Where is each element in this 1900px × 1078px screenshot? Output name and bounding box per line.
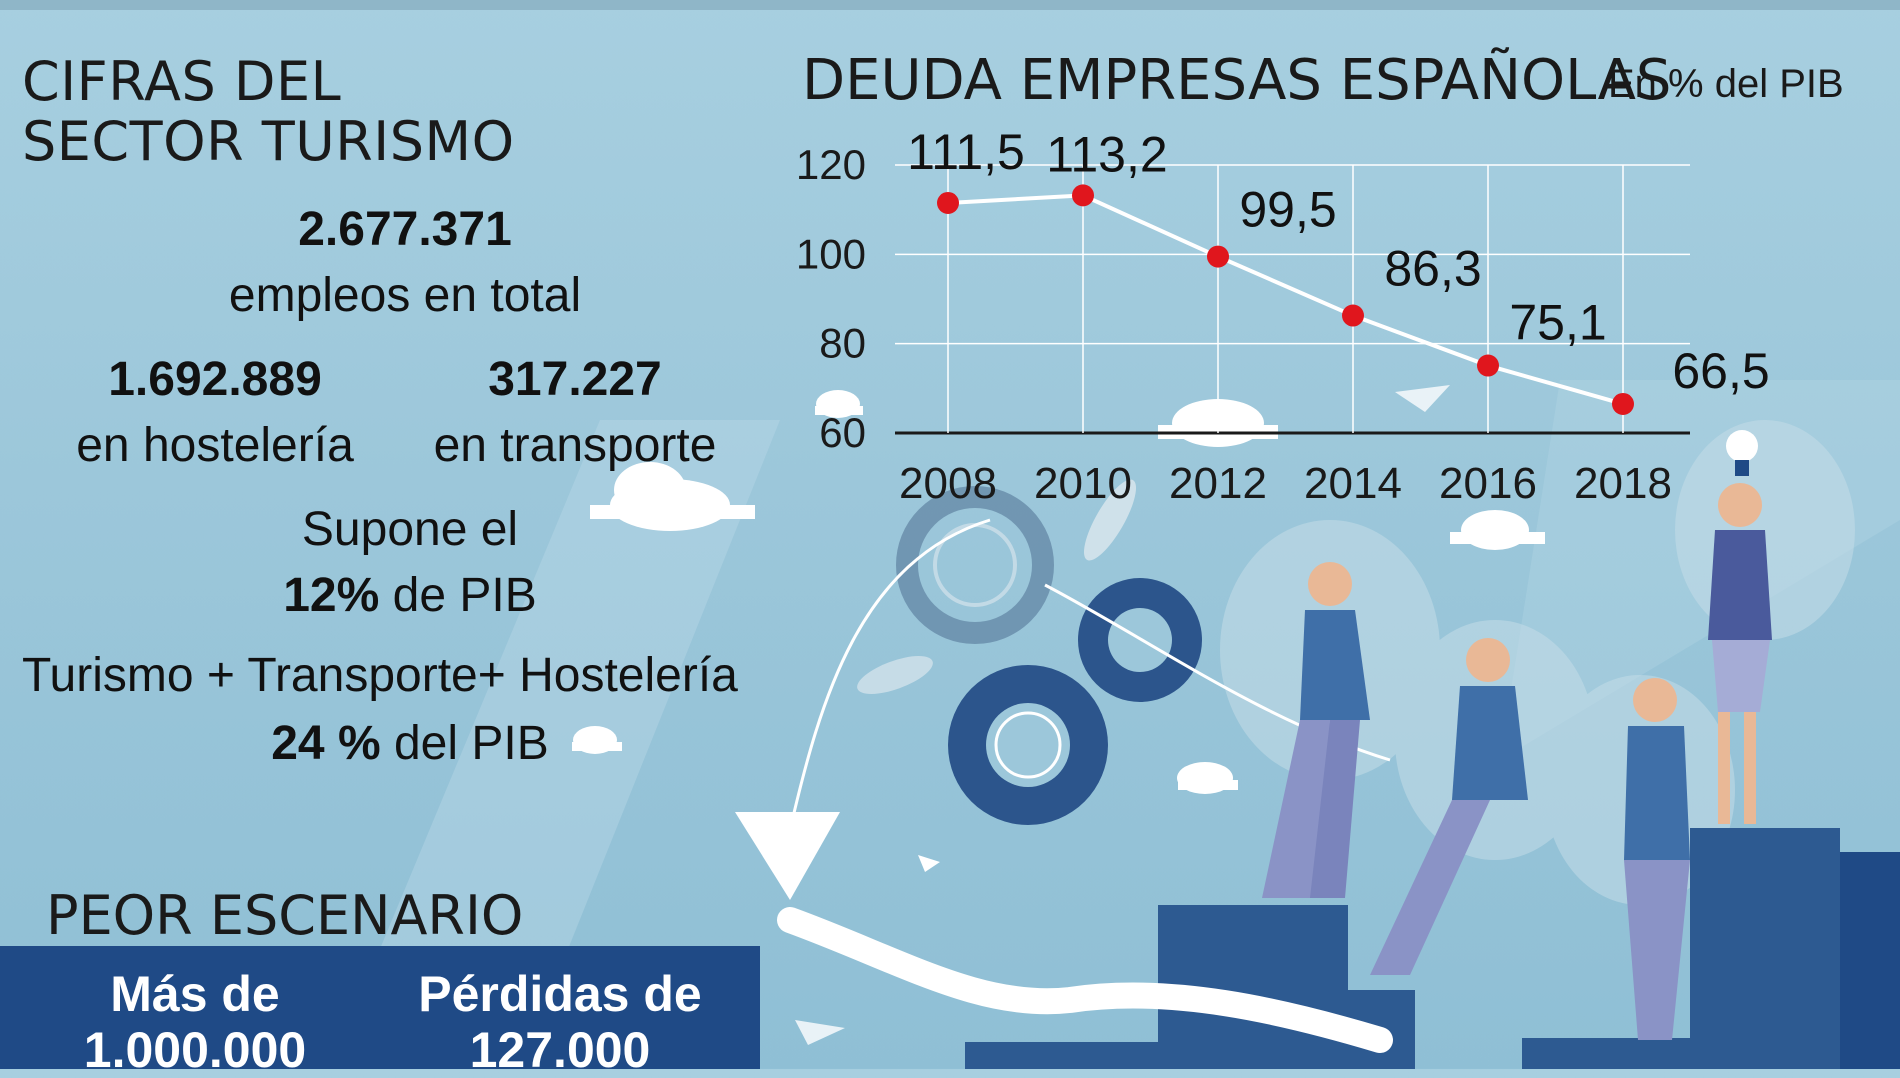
x-tick-label: 2016 (1439, 459, 1537, 508)
transporte-label: en transporte (433, 419, 717, 472)
x-tick-label: 2018 (1574, 459, 1672, 508)
data-label: 75,1 (1509, 295, 1606, 351)
data-point (1477, 354, 1499, 377)
data-point (1207, 245, 1229, 268)
light-bulb-icon (1726, 430, 1758, 476)
y-tick-label: 60 (819, 409, 866, 456)
data-point (1342, 304, 1364, 327)
sum-line2: 24 % del PIB (180, 716, 640, 771)
transporte-value: 317.227 (488, 353, 662, 406)
sum-suffix: del PIB (393, 717, 549, 770)
heading-line1: CIFRAS DEL (22, 50, 342, 113)
x-tick-label: 2010 (1034, 459, 1132, 508)
cloud-icon (572, 390, 1545, 794)
person-figure (1262, 562, 1370, 898)
y-tick-label: 80 (819, 320, 866, 367)
y-tick-label: 100 (796, 230, 866, 277)
data-label: 113,2 (1046, 126, 1167, 182)
person-figure (1370, 638, 1528, 975)
pib-percent: 12% (283, 569, 380, 622)
pib-suffix: de PIB (392, 569, 537, 622)
sum-percent: 24 % (271, 717, 381, 770)
data-label: 111,5 (907, 124, 1025, 180)
x-tick-label: 2012 (1169, 459, 1267, 508)
person-figure (1708, 483, 1772, 824)
hosteleria-value: 1.692.889 (108, 353, 322, 406)
x-tick-label: 2014 (1304, 459, 1402, 508)
worst-case-col2-line1: Pérdidas de (418, 966, 702, 1022)
hosteleria-label: en hostelería (76, 419, 354, 472)
data-label: 86,3 (1384, 241, 1481, 297)
worst-case-bar: Más de 1.000.000 Pérdidas de 127.000 (0, 946, 760, 1078)
pib-line1: Supone el (301, 503, 519, 556)
total-label: empleos en total (228, 269, 582, 322)
data-point (1612, 392, 1634, 415)
worst-case-heading: PEOR ESCENARIO (46, 884, 524, 947)
worst-case-col2: Pérdidas de 127.000 (400, 966, 720, 1078)
heading-line2: SECTOR TURISMO (22, 110, 515, 173)
data-label: 99,5 (1239, 182, 1336, 238)
x-tick-label: 2008 (899, 459, 997, 508)
chart-subtitle: En % del PIB (1608, 62, 1844, 106)
paper-plane-icon (1395, 385, 1450, 412)
series-line (947, 193, 1624, 406)
data-point (937, 191, 959, 214)
total-value: 2.677.371 (298, 203, 512, 256)
person-figure (1624, 678, 1690, 1040)
sum-line: Turismo + Transporte+ Hostelería (22, 649, 738, 702)
top-strip (0, 0, 1900, 10)
chart-title: DEUDA EMPRESAS ESPAÑOLAS (802, 48, 1672, 113)
y-tick-label: 120 (796, 141, 866, 188)
data-label: 66,5 (1672, 343, 1769, 399)
pib-line2: 12% de PIB (180, 568, 640, 623)
worst-case-col1-line1: Más de (110, 966, 280, 1022)
data-point (1072, 184, 1094, 207)
